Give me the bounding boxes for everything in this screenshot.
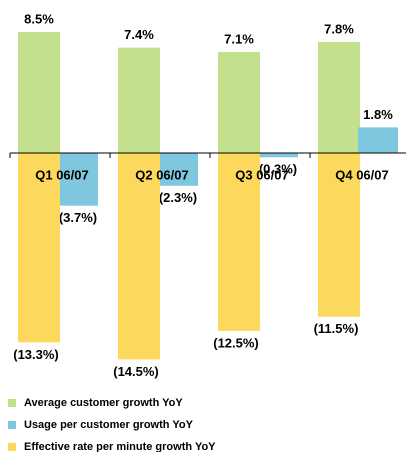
legend-label: Effective rate per minute growth YoY	[24, 441, 216, 452]
legend-label: Average customer growth YoY	[24, 397, 183, 409]
bar	[218, 153, 260, 331]
bar	[218, 51, 260, 153]
x-tick-label: Q4 06/07	[335, 167, 389, 182]
bar	[318, 153, 360, 317]
legend-swatch	[8, 421, 16, 429]
x-tick-label: Q2 06/07	[135, 167, 189, 182]
legend-swatch	[8, 399, 16, 407]
bar	[118, 47, 160, 153]
bar	[358, 127, 398, 153]
value-label: (3.7%)	[59, 210, 97, 225]
legend-swatch	[8, 443, 16, 451]
bar	[118, 153, 160, 360]
value-label: (13.3%)	[13, 347, 59, 362]
x-tick-label: Q3 06/07	[235, 167, 289, 182]
value-label: 8.5%	[24, 11, 54, 26]
bar	[58, 153, 98, 206]
value-label: (0.3%)	[259, 162, 297, 177]
legend-label: Usage per customer growth YoY	[24, 419, 194, 431]
bar	[158, 153, 198, 186]
x-tick-label: Q1 06/07	[35, 167, 89, 182]
value-label: (12.5%)	[213, 335, 259, 350]
value-label: 7.4%	[124, 27, 154, 42]
value-label: 7.1%	[224, 31, 254, 46]
value-label: 1.8%	[363, 107, 393, 122]
value-label: (14.5%)	[113, 364, 159, 379]
value-label: (2.3%)	[159, 190, 197, 205]
bar	[18, 32, 60, 153]
bar	[318, 41, 360, 153]
value-label: (11.5%)	[314, 321, 359, 336]
value-label: 7.8%	[324, 21, 354, 36]
bar	[258, 153, 298, 158]
bar	[18, 153, 60, 343]
